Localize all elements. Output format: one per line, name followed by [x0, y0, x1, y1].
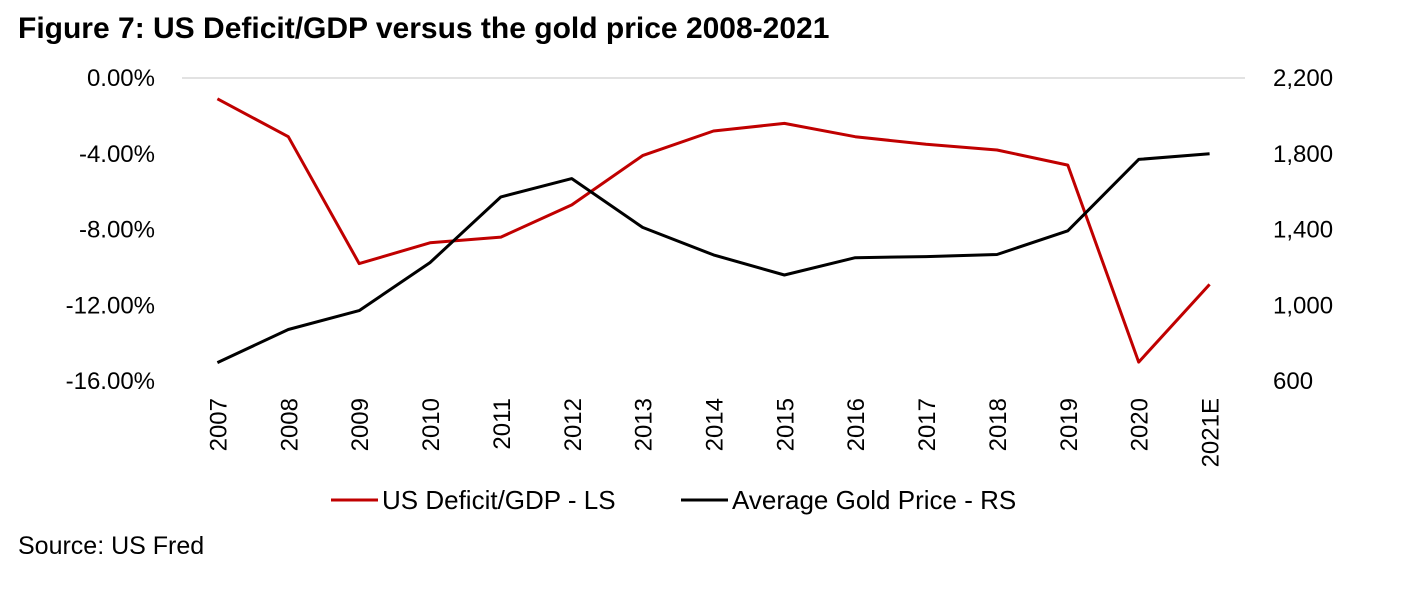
x-tick-label: 2008 — [276, 398, 303, 451]
right-tick-label: 1,400 — [1273, 217, 1333, 244]
right-axis: 2,200 1,800 1,400 1,000 600 — [1273, 65, 1333, 395]
x-tick-label: 2010 — [418, 398, 445, 451]
series-lines — [216, 97, 1211, 364]
x-tick-label: 2015 — [772, 398, 799, 451]
right-tick-label: 1,800 — [1273, 141, 1333, 168]
legend-label: US Deficit/GDP - LS — [382, 485, 616, 515]
right-tick-label: 600 — [1273, 368, 1313, 395]
x-tick-label: 2020 — [1127, 398, 1154, 451]
right-tick-label: 1,000 — [1273, 292, 1333, 319]
x-axis: 2007 2008 2009 2010 2011 2012 2013 2014 2015 2016… — [205, 398, 1224, 467]
x-tick-label: 2017 — [914, 398, 941, 451]
x-tick-label: 2012 — [560, 398, 587, 451]
source-note: Source: US Fred — [18, 532, 205, 560]
x-tick-label: 2013 — [631, 398, 658, 451]
legend-deficit: US Deficit/GDP - LS — [331, 485, 616, 515]
x-tick-label: 2021E — [1198, 398, 1225, 467]
deficit-gdp-line — [216, 97, 1211, 364]
left-tick-label: -12.00% — [66, 292, 155, 319]
left-tick-label: -16.00% — [66, 368, 155, 395]
gold-price-line — [216, 152, 1210, 364]
left-axis: 0.00% -4.00% -8.00% -12.00% -16.00% — [66, 65, 155, 395]
legend-label: Average Gold Price - RS — [732, 485, 1016, 515]
x-tick-label: 2018 — [985, 398, 1012, 451]
left-tick-label: -8.00% — [79, 217, 155, 244]
x-tick-label: 2009 — [347, 398, 374, 451]
legend-gold: Average Gold Price - RS — [681, 485, 1016, 515]
left-tick-label: -4.00% — [79, 141, 155, 168]
x-tick-label: 2016 — [843, 398, 870, 451]
legend: US Deficit/GDP - LS Average Gold Price - … — [331, 485, 1016, 515]
figure-title: Figure 7: US Deficit/GDP versus the gold… — [18, 12, 830, 45]
x-tick-label: 2014 — [702, 398, 729, 451]
x-tick-label: 2019 — [1056, 398, 1083, 451]
left-tick-label: 0.00% — [87, 65, 155, 92]
right-tick-label: 2,200 — [1273, 65, 1333, 92]
x-tick-label: 2011 — [489, 398, 516, 450]
x-tick-label: 2007 — [205, 398, 232, 451]
